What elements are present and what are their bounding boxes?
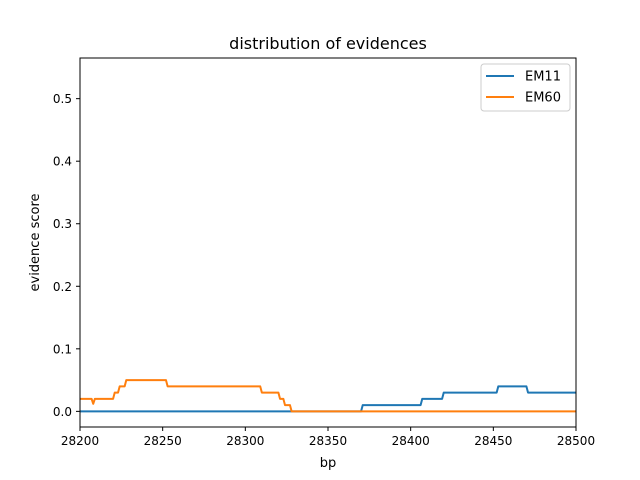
x-tick-label: 28400	[392, 434, 430, 448]
x-tick-label: 28250	[144, 434, 182, 448]
chart-title: distribution of evidences	[229, 34, 427, 53]
y-tick-label: 0.1	[53, 342, 72, 356]
series-line-em60	[80, 379, 576, 413]
x-tick-label: 28350	[309, 434, 347, 448]
y-tick-label: 0.2	[53, 280, 72, 294]
legend: EM11 EM60	[480, 63, 571, 112]
x-tick-label: 28450	[474, 434, 512, 448]
x-axis-ticks: 28200 28250 28300 28350 28400 28450 28500	[61, 427, 595, 448]
y-tick-label: 0.5	[53, 92, 72, 106]
legend-label-em60: EM60	[525, 91, 561, 106]
series-layer	[80, 379, 576, 413]
y-tick-label: 0.3	[53, 217, 72, 231]
y-axis-label: evidence score	[28, 193, 43, 291]
x-tick-label: 28500	[557, 434, 595, 448]
legend-label-em11: EM11	[525, 70, 561, 85]
plot-area	[79, 57, 577, 428]
x-tick-label: 28300	[226, 434, 264, 448]
x-tick-label: 28200	[61, 434, 99, 448]
y-axis-ticks: 0.0 0.1 0.2 0.3 0.4 0.5	[53, 92, 80, 419]
x-axis-label: bp	[320, 456, 337, 471]
series-line-em11	[80, 385, 576, 413]
y-tick-label: 0.0	[53, 405, 72, 419]
y-tick-label: 0.4	[53, 155, 72, 169]
